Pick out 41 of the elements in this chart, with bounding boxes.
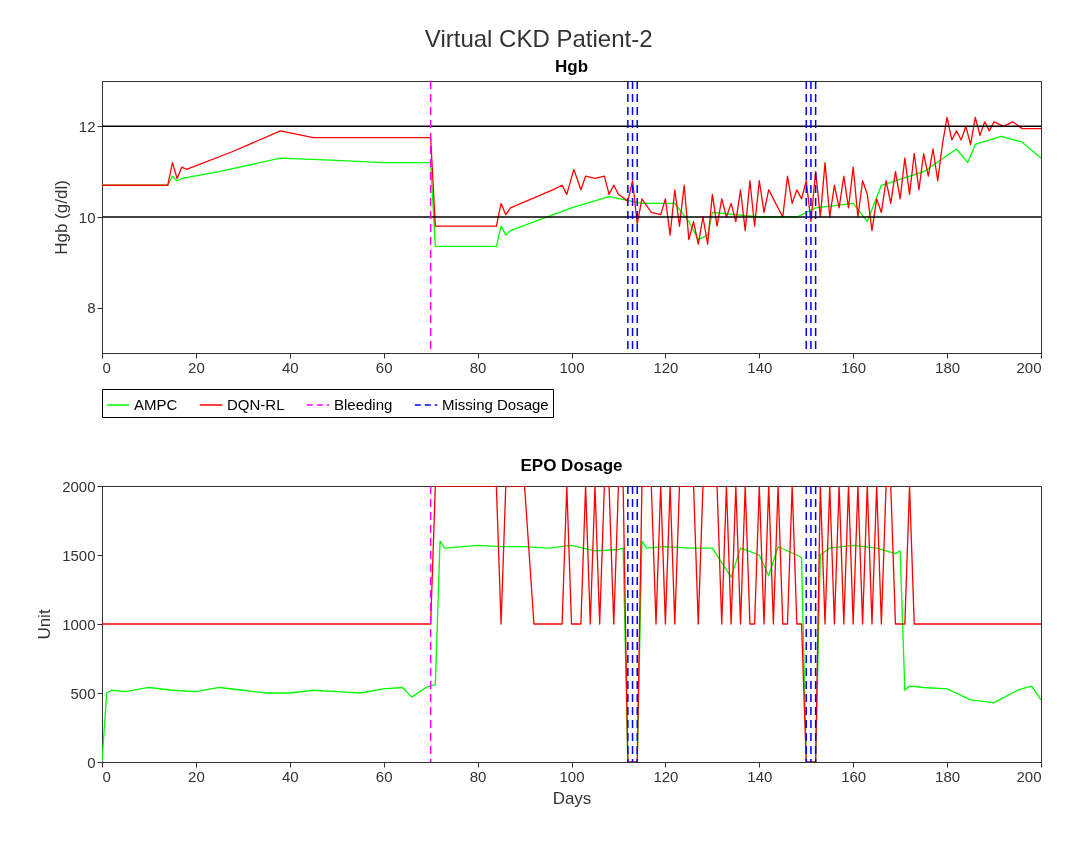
x-tick-label: 180 bbox=[935, 358, 961, 376]
x-tick-label: 140 bbox=[747, 358, 773, 376]
x-tick-label: 120 bbox=[653, 767, 679, 785]
x-tick-label: 60 bbox=[375, 767, 393, 785]
legend-label: Bleeding bbox=[334, 396, 393, 413]
x-tick-label: 140 bbox=[747, 767, 773, 785]
line-series bbox=[102, 116, 1041, 245]
x-tick-label: 100 bbox=[559, 767, 585, 785]
x-tick-label: 100 bbox=[559, 358, 585, 376]
x-tick-label: 0 bbox=[102, 358, 111, 376]
x-tick-label: 40 bbox=[281, 767, 299, 785]
y-axis-title: Unit bbox=[35, 609, 55, 640]
legend-label: AMPC bbox=[134, 396, 178, 413]
y-tick-label: 8 bbox=[87, 299, 96, 317]
x-tick-label: 80 bbox=[469, 358, 487, 376]
chart-title: EPO Dosage bbox=[520, 456, 623, 475]
x-tick-label: 200 bbox=[1016, 358, 1042, 376]
x-tick-label: 180 bbox=[935, 767, 961, 785]
x-tick-label: 0 bbox=[102, 767, 111, 785]
y-tick-label: 0 bbox=[87, 753, 96, 771]
y-tick-label: 12 bbox=[78, 117, 96, 135]
x-tick-label: 200 bbox=[1016, 767, 1042, 785]
chart-subtitle: Hgb bbox=[554, 57, 589, 77]
y-tick-label: 10 bbox=[78, 208, 96, 226]
x-tick-label: 80 bbox=[469, 767, 487, 785]
y-tick-label: 1000 bbox=[62, 615, 96, 633]
x-axis-title: Days bbox=[552, 788, 592, 808]
chart-title: Virtual CKD Patient-2 bbox=[424, 24, 653, 52]
legend-label: DQN-RL bbox=[227, 396, 285, 413]
x-tick-label: 40 bbox=[281, 358, 299, 376]
x-tick-label: 160 bbox=[841, 358, 867, 376]
y-axis-title: Hgb (g/dl) bbox=[51, 180, 71, 255]
x-tick-label: 20 bbox=[188, 358, 205, 376]
x-tick-label: 60 bbox=[375, 358, 393, 376]
y-tick-label: 500 bbox=[70, 684, 96, 702]
y-tick-label: 1500 bbox=[62, 546, 96, 564]
legend-label: Missing Dosage bbox=[442, 396, 549, 413]
x-tick-label: 20 bbox=[188, 767, 205, 785]
x-tick-label: 160 bbox=[841, 767, 867, 785]
x-tick-label: 120 bbox=[653, 358, 679, 376]
y-tick-label: 2000 bbox=[62, 477, 96, 495]
